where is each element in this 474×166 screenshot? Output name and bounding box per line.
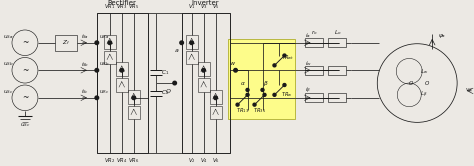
Bar — [104, 35, 116, 49]
Bar — [328, 38, 346, 47]
Text: $Z_f$: $Z_f$ — [62, 38, 70, 47]
Bar — [55, 35, 77, 51]
Text: $VR_1$: $VR_1$ — [104, 2, 116, 11]
Bar — [97, 13, 148, 153]
Bar — [305, 93, 323, 102]
Text: $v_\beta$: $v_\beta$ — [465, 86, 473, 95]
Text: $TR_{35}$: $TR_{35}$ — [253, 106, 266, 115]
Text: $L_\beta$: $L_\beta$ — [420, 90, 428, 100]
Text: $V_2$: $V_2$ — [188, 156, 195, 165]
Text: $V_1$: $V_1$ — [188, 2, 195, 11]
Text: $V_6$: $V_6$ — [212, 156, 219, 165]
Bar — [328, 93, 346, 102]
Text: $L_w$: $L_w$ — [420, 67, 428, 76]
Text: ~: ~ — [22, 66, 28, 75]
Circle shape — [95, 69, 99, 72]
Bar — [182, 13, 229, 153]
Text: $\alpha$: $\alpha$ — [240, 80, 246, 86]
Bar — [116, 78, 128, 92]
Bar — [116, 62, 128, 76]
Text: Rectifier: Rectifier — [108, 0, 137, 6]
Text: $u_{Sb}$: $u_{Sb}$ — [3, 60, 13, 68]
Text: $TR_w$: $TR_w$ — [282, 90, 293, 99]
Text: $u_{Sa}$: $u_{Sa}$ — [3, 33, 13, 41]
Circle shape — [273, 93, 276, 96]
Circle shape — [202, 69, 205, 72]
Circle shape — [190, 41, 193, 44]
Text: $\beta$: $\beta$ — [263, 79, 268, 87]
Text: $i_w$: $i_w$ — [305, 59, 312, 68]
Text: $VR_2$: $VR_2$ — [104, 156, 116, 165]
Circle shape — [273, 64, 276, 67]
Bar — [186, 35, 198, 49]
Bar — [198, 62, 210, 76]
Bar — [328, 66, 346, 75]
Circle shape — [234, 69, 237, 72]
Circle shape — [246, 93, 249, 96]
Bar — [128, 106, 140, 119]
Text: $V_4$: $V_4$ — [200, 156, 208, 165]
Bar — [198, 78, 210, 92]
Circle shape — [180, 41, 183, 44]
Circle shape — [120, 69, 124, 72]
Bar — [104, 51, 116, 64]
Circle shape — [236, 103, 239, 106]
Text: ~: ~ — [22, 93, 28, 102]
Text: $w$: $w$ — [229, 60, 236, 67]
Text: $O$: $O$ — [424, 79, 430, 87]
Text: $i_\beta$: $i_\beta$ — [305, 86, 311, 96]
Text: Inverter: Inverter — [192, 0, 219, 6]
Bar — [186, 51, 198, 64]
Circle shape — [108, 41, 111, 44]
Bar — [305, 66, 323, 75]
Text: $u_{Ra}$: $u_{Ra}$ — [99, 33, 109, 41]
Text: $O$: $O$ — [408, 79, 414, 87]
Text: $C_2$: $C_2$ — [161, 88, 169, 97]
Text: $TR_{13}$: $TR_{13}$ — [236, 106, 249, 115]
Bar — [128, 90, 140, 104]
Text: $i_{Sc}$: $i_{Sc}$ — [81, 87, 89, 96]
Text: $u_{Sc}$: $u_{Sc}$ — [3, 88, 13, 96]
Text: $u_{Rc}$: $u_{Rc}$ — [99, 88, 109, 96]
Text: $a$: $a$ — [174, 47, 179, 54]
Text: $i_{Sa}$: $i_{Sa}$ — [81, 32, 89, 41]
Bar — [210, 90, 221, 104]
Text: $u_{Sc}$: $u_{Sc}$ — [20, 121, 30, 129]
Bar — [210, 106, 221, 119]
Text: $VR_6$: $VR_6$ — [128, 156, 139, 165]
Circle shape — [246, 88, 249, 91]
Text: $VR_3$: $VR_3$ — [116, 2, 128, 11]
Text: $TR_{wt}$: $TR_{wt}$ — [281, 53, 294, 62]
Text: $r_o$: $r_o$ — [311, 28, 318, 37]
Bar — [228, 39, 295, 119]
Circle shape — [132, 96, 136, 100]
Circle shape — [253, 103, 256, 106]
Text: ~: ~ — [22, 38, 28, 47]
Text: $V_5$: $V_5$ — [212, 2, 219, 11]
Circle shape — [283, 54, 286, 57]
Circle shape — [283, 83, 286, 86]
Text: $L_o$: $L_o$ — [334, 28, 341, 37]
Circle shape — [173, 81, 176, 85]
Bar — [305, 38, 323, 47]
Text: $O$: $O$ — [165, 87, 172, 95]
Circle shape — [214, 96, 218, 100]
Text: $VR_5$: $VR_5$ — [128, 2, 139, 11]
Text: $C_1$: $C_1$ — [161, 68, 169, 77]
Circle shape — [95, 41, 99, 44]
Text: $i_a$: $i_a$ — [305, 31, 311, 40]
Text: $VR_4$: $VR_4$ — [116, 156, 128, 165]
Text: $i_{Sb}$: $i_{Sb}$ — [81, 60, 89, 69]
Circle shape — [263, 93, 266, 96]
Text: $V_3$: $V_3$ — [200, 2, 208, 11]
Circle shape — [261, 88, 264, 91]
Text: $\psi_a$: $\psi_a$ — [438, 32, 446, 40]
Circle shape — [95, 96, 99, 100]
Text: $u_{Rb}$: $u_{Rb}$ — [99, 60, 109, 68]
